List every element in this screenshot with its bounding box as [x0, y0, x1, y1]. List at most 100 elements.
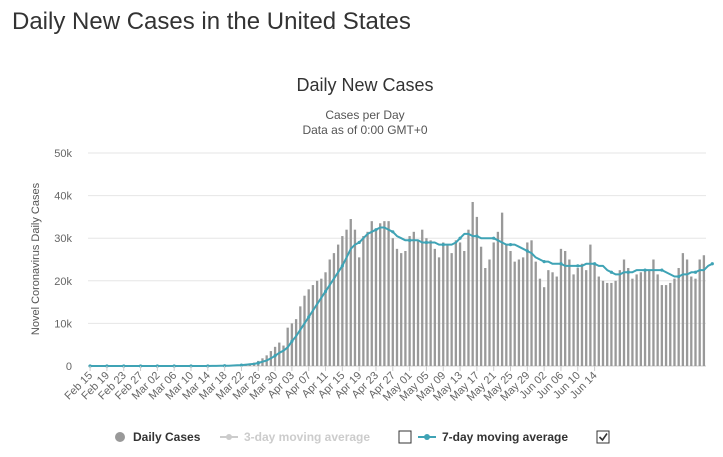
- moving-average-point[interactable]: [525, 249, 529, 253]
- bar[interactable]: [576, 268, 579, 366]
- moving-average-point[interactable]: [542, 260, 546, 264]
- moving-average-point[interactable]: [223, 364, 227, 368]
- bar[interactable]: [702, 255, 706, 366]
- bar[interactable]: [416, 240, 420, 366]
- bar[interactable]: [488, 259, 491, 367]
- bar[interactable]: [622, 259, 626, 367]
- bar[interactable]: [652, 259, 655, 367]
- bar[interactable]: [366, 231, 369, 366]
- bar[interactable]: [585, 270, 588, 366]
- bar[interactable]: [542, 287, 546, 366]
- legend-label-3day[interactable]: 3-day moving average: [244, 430, 370, 444]
- bar[interactable]: [467, 229, 470, 366]
- bar[interactable]: [492, 242, 495, 366]
- bar[interactable]: [547, 270, 550, 366]
- moving-average-point[interactable]: [239, 363, 244, 367]
- bar[interactable]: [601, 280, 605, 366]
- bar[interactable]: [421, 229, 424, 366]
- bar[interactable]: [362, 236, 365, 366]
- bar[interactable]: [505, 244, 508, 366]
- moving-average-point[interactable]: [424, 240, 429, 245]
- bar[interactable]: [332, 253, 336, 366]
- bar[interactable]: [379, 223, 382, 366]
- bar[interactable]: [618, 270, 621, 366]
- bar[interactable]: [639, 272, 642, 366]
- moving-average-point[interactable]: [475, 234, 479, 238]
- bar[interactable]: [593, 263, 596, 366]
- moving-average-point[interactable]: [626, 270, 630, 274]
- checkbox-7day[interactable]: [596, 430, 610, 444]
- bar[interactable]: [370, 221, 373, 366]
- bar[interactable]: [681, 253, 685, 366]
- bar[interactable]: [572, 274, 575, 366]
- moving-average-point[interactable]: [592, 262, 597, 266]
- bar[interactable]: [660, 285, 664, 366]
- bar[interactable]: [320, 278, 323, 366]
- bar[interactable]: [484, 268, 487, 366]
- bar[interactable]: [458, 242, 462, 366]
- bar[interactable]: [446, 244, 449, 366]
- bar[interactable]: [311, 285, 315, 366]
- bar[interactable]: [664, 285, 668, 366]
- legend-label-7day[interactable]: 7-day moving average: [442, 430, 568, 444]
- bar[interactable]: [471, 201, 474, 366]
- moving-average-point[interactable]: [374, 228, 378, 232]
- bar[interactable]: [395, 248, 399, 366]
- bar[interactable]: [425, 238, 428, 366]
- bar[interactable]: [551, 272, 554, 366]
- bar[interactable]: [437, 257, 441, 366]
- bar[interactable]: [307, 289, 310, 366]
- moving-average-point[interactable]: [273, 354, 277, 358]
- bar[interactable]: [496, 231, 500, 366]
- bar[interactable]: [597, 276, 600, 366]
- bar[interactable]: [400, 253, 403, 366]
- moving-average-point[interactable]: [559, 262, 563, 266]
- bar[interactable]: [341, 236, 344, 366]
- moving-average-point[interactable]: [441, 242, 445, 247]
- legend-marker-daily[interactable]: [115, 432, 125, 442]
- bar[interactable]: [500, 212, 504, 366]
- bar[interactable]: [677, 268, 680, 366]
- bar[interactable]: [643, 270, 647, 366]
- bar[interactable]: [383, 221, 386, 366]
- bar[interactable]: [631, 278, 634, 366]
- bar[interactable]: [349, 219, 352, 366]
- moving-average-point[interactable]: [458, 236, 462, 240]
- bar[interactable]: [475, 216, 479, 366]
- moving-average-point[interactable]: [307, 315, 311, 319]
- moving-average-point[interactable]: [408, 238, 412, 242]
- bar[interactable]: [694, 278, 697, 366]
- moving-average-point[interactable]: [357, 240, 361, 245]
- bar[interactable]: [610, 282, 613, 366]
- bar[interactable]: [404, 250, 407, 366]
- moving-average-point[interactable]: [609, 270, 614, 274]
- moving-average-point[interactable]: [710, 262, 714, 266]
- checkbox-3day[interactable]: [398, 430, 412, 444]
- bar[interactable]: [408, 236, 411, 366]
- bar[interactable]: [336, 244, 340, 366]
- bar[interactable]: [690, 276, 693, 366]
- bar[interactable]: [345, 229, 348, 366]
- moving-average-point[interactable]: [693, 270, 698, 274]
- bar[interactable]: [530, 240, 533, 366]
- bar[interactable]: [412, 231, 415, 366]
- moving-average-point[interactable]: [492, 236, 496, 240]
- bar[interactable]: [627, 268, 630, 366]
- bar[interactable]: [559, 248, 563, 366]
- bar[interactable]: [429, 240, 432, 366]
- bar[interactable]: [479, 246, 483, 366]
- bar[interactable]: [358, 257, 361, 366]
- bar[interactable]: [442, 242, 445, 366]
- bar[interactable]: [294, 319, 298, 366]
- bar[interactable]: [324, 272, 327, 366]
- bar[interactable]: [353, 229, 357, 366]
- bar[interactable]: [580, 263, 584, 366]
- bar[interactable]: [589, 244, 592, 366]
- bar[interactable]: [303, 295, 306, 366]
- bar[interactable]: [635, 274, 638, 366]
- bar[interactable]: [564, 250, 567, 366]
- bar[interactable]: [555, 276, 558, 366]
- bar[interactable]: [669, 282, 672, 366]
- bar[interactable]: [534, 261, 537, 366]
- legend-label-daily[interactable]: Daily Cases: [133, 430, 201, 444]
